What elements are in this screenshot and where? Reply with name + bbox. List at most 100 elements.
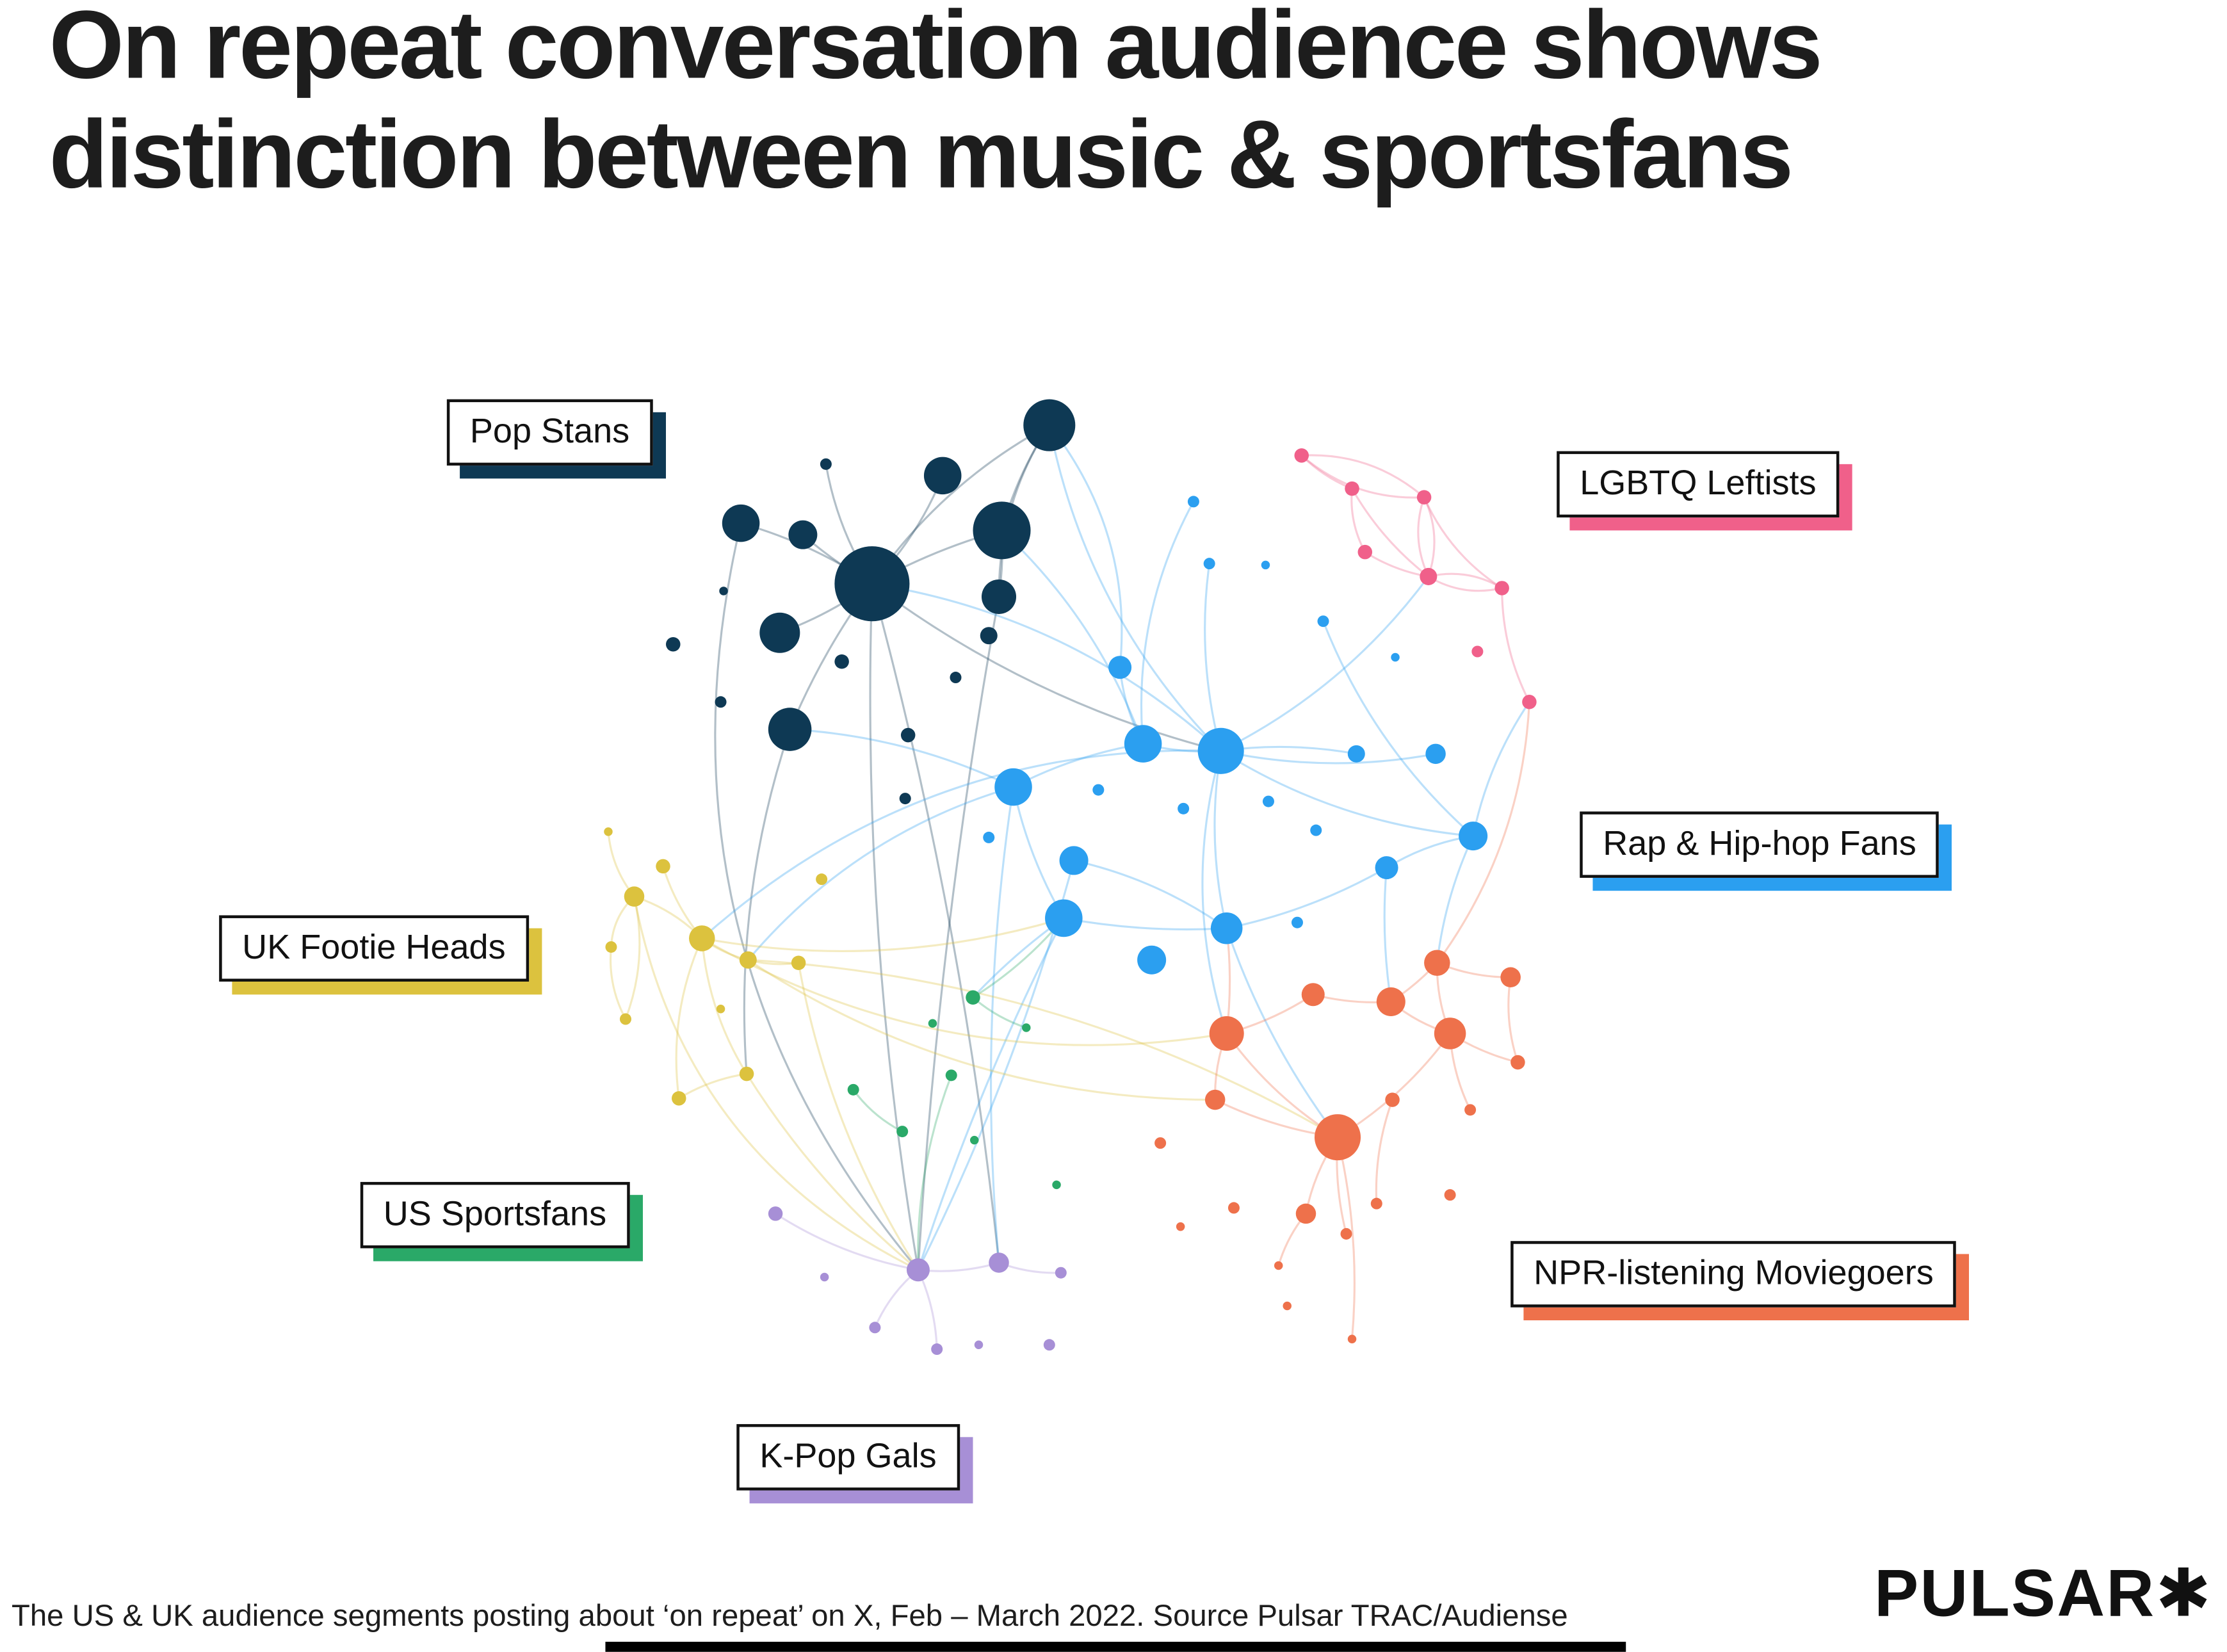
network-node [974, 1340, 984, 1350]
network-edge [702, 917, 1064, 952]
network-node [969, 1135, 979, 1145]
network-node [928, 1019, 937, 1028]
network-node [1370, 1197, 1382, 1210]
network-node [768, 708, 812, 751]
network-edge [1001, 530, 1144, 745]
network-node [816, 873, 828, 886]
network-node [899, 793, 911, 805]
network-edge [1226, 866, 1388, 930]
network-edge [701, 749, 1221, 939]
network-node [1416, 490, 1432, 505]
network-edge [918, 1261, 1000, 1272]
network-node [1310, 824, 1322, 836]
network-node [791, 955, 806, 970]
network-node [1204, 1089, 1226, 1110]
network-node [619, 1013, 631, 1025]
network-node [1317, 615, 1329, 628]
network-edge [743, 729, 791, 1074]
network-edge [1428, 576, 1502, 592]
network-node [950, 672, 962, 684]
network-node [1471, 645, 1484, 658]
network-edge [990, 786, 1015, 1263]
network-node [1178, 802, 1190, 814]
network-edge [1351, 488, 1429, 578]
network-edge [1204, 563, 1222, 752]
network-node [869, 1322, 881, 1334]
network-edge [917, 1074, 953, 1270]
network-node [1197, 727, 1244, 774]
network-node [900, 727, 916, 743]
network-edge [748, 959, 1338, 1138]
network-node [1137, 945, 1167, 975]
network-edge [1213, 750, 1228, 929]
network-node [719, 587, 728, 595]
network-edge [869, 583, 919, 1270]
network-node [788, 520, 818, 549]
network-edge [1423, 496, 1503, 589]
network-edge [1436, 835, 1475, 963]
network-edge [871, 583, 1000, 1263]
network-node [906, 1258, 930, 1282]
network-node [1357, 544, 1373, 560]
network-edge [1301, 454, 1425, 498]
network-node [656, 859, 670, 874]
network-edge [1073, 859, 1227, 929]
network-node [1444, 1189, 1456, 1201]
network-edge [714, 522, 919, 1271]
network-node [1424, 950, 1450, 976]
network-node [980, 627, 998, 645]
network-node [834, 546, 910, 622]
cluster-label: US Sportsfans [360, 1181, 630, 1249]
network-node [1227, 1202, 1240, 1214]
cluster-label: K-Pop Gals [736, 1424, 960, 1491]
network-edge [609, 946, 627, 1020]
network-node [605, 941, 617, 953]
network-node [759, 612, 800, 653]
network-node [1045, 899, 1083, 937]
page-title: On repeat conversation audience shows di… [49, 0, 1823, 209]
network-edge [1417, 497, 1430, 578]
network-node [715, 696, 727, 708]
network-edge [1012, 743, 1144, 788]
network-edge [1364, 551, 1429, 578]
network-edge [607, 831, 635, 898]
network-node [1092, 784, 1105, 796]
network-edge [1201, 750, 1228, 1034]
network-node [1295, 1203, 1316, 1224]
network-edge [1226, 928, 1339, 1138]
pulsar-logo: PULSAR✱ [1874, 1555, 2213, 1630]
network-node [1522, 695, 1537, 709]
network-node [716, 1005, 725, 1014]
network-node [1210, 912, 1243, 944]
network-node [1301, 983, 1325, 1007]
network-node [666, 636, 681, 652]
network-edge [1012, 786, 1065, 919]
network-node [1391, 652, 1400, 662]
network-edge [1375, 1099, 1394, 1204]
network-edge [678, 1073, 747, 1099]
network-edge [917, 1269, 938, 1350]
network-edge [700, 938, 748, 1074]
network-node [847, 1083, 859, 1096]
network-node [1052, 1180, 1061, 1190]
network-node [983, 831, 995, 843]
cluster-label: LGBTQ Leftists [1557, 451, 1840, 518]
network-edge [1501, 588, 1530, 703]
network-edge [747, 959, 1215, 1101]
network-node [989, 1252, 1009, 1273]
network-node [1340, 1227, 1352, 1240]
network-node [1261, 560, 1270, 570]
network-edge [871, 583, 1222, 752]
network-node [1294, 448, 1309, 463]
network-edge [1140, 501, 1195, 744]
network-node [1043, 1339, 1055, 1351]
network-node [931, 1343, 943, 1356]
network-edge [775, 1213, 919, 1271]
network-node [1459, 822, 1488, 851]
network-node [672, 1091, 686, 1106]
footer-caption: The US & UK audience segments posting ab… [12, 1599, 1568, 1633]
network-node [1376, 987, 1405, 1017]
network-edge [1064, 917, 1227, 931]
network-edge [1048, 425, 1222, 752]
network-edge [790, 728, 1014, 788]
